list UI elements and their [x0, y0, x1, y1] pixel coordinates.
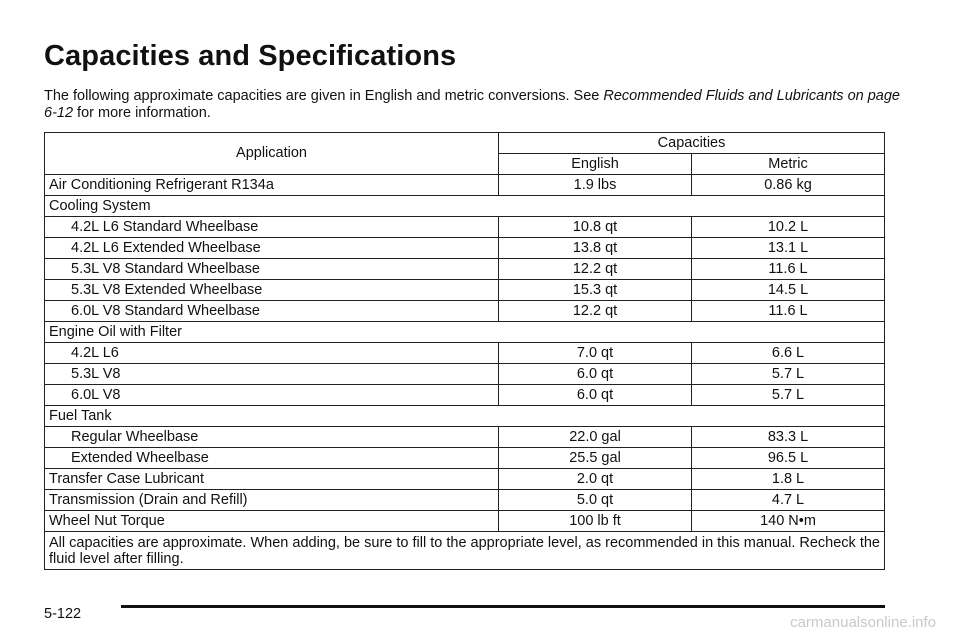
application-cell: 4.2L L6 Standard Wheelbase — [44, 216, 499, 238]
header-english: English — [498, 153, 692, 175]
application-cell: 6.0L V8 Standard Wheelbase — [44, 300, 499, 322]
application-cell: 6.0L V8 — [44, 384, 499, 406]
metric-cell: 11.6 L — [690, 300, 886, 322]
table-row: 6.0L V8 Standard Wheelbase 12.2 qt 11.6 L — [44, 300, 886, 322]
table-note: All capacities are approximate. When add… — [43, 531, 886, 570]
metric-cell: 83.3 L — [690, 426, 886, 448]
application-cell: Wheel Nut Torque — [44, 510, 499, 532]
metric-cell: 6.6 L — [690, 342, 886, 364]
table-row: 4.2L L6 Extended Wheelbase 13.8 qt 13.1 L — [44, 237, 886, 259]
application-cell: Transfer Case Lubricant — [44, 468, 499, 490]
metric-cell: 96.5 L — [690, 447, 886, 469]
metric-cell: 11.6 L — [690, 258, 886, 280]
english-cell: 25.5 gal — [498, 447, 692, 469]
english-cell: 22.0 gal — [498, 426, 692, 448]
application-cell: 5.3L V8 Extended Wheelbase — [44, 279, 499, 301]
table-row: Regular Wheelbase 22.0 gal 83.3 L — [44, 426, 886, 448]
table-row: 5.3L V8 Extended Wheelbase 15.3 qt 14.5 L — [44, 279, 886, 301]
english-cell: 2.0 qt — [498, 468, 692, 490]
header-application: Application — [44, 132, 499, 175]
metric-cell: 4.7 L — [690, 489, 886, 511]
metric-cell: 140 N•m — [690, 510, 886, 532]
english-cell: 1.9 lbs — [498, 174, 692, 196]
intro-paragraph: The following approximate capacities are… — [44, 88, 904, 122]
application-cell: 4.2L L6 Extended Wheelbase — [44, 237, 499, 259]
metric-cell: 0.86 kg — [690, 174, 886, 196]
english-cell: 6.0 qt — [498, 363, 692, 385]
english-cell: 10.8 qt — [498, 216, 692, 238]
english-cell: 7.0 qt — [498, 342, 692, 364]
capacities-table: Application Capacities English Metric Ai… — [43, 132, 886, 570]
footer-rule — [121, 605, 885, 608]
metric-cell: 10.2 L — [690, 216, 886, 238]
table-group-row: Engine Oil with Filter — [43, 321, 886, 343]
group-label: Fuel Tank — [43, 405, 886, 427]
intro-text: The following approximate capacities are… — [44, 88, 604, 104]
table-row: 6.0L V8 6.0 qt 5.7 L — [44, 384, 886, 406]
table-row: 4.2L L6 Standard Wheelbase 10.8 qt 10.2 L — [44, 216, 886, 238]
table-row: 4.2L L6 7.0 qt 6.6 L — [44, 342, 886, 364]
table-row: Extended Wheelbase 25.5 gal 96.5 L — [44, 447, 886, 469]
watermark-text: carmanualsonline.info — [790, 614, 936, 631]
metric-cell: 13.1 L — [690, 237, 886, 259]
intro-text-end: for more information. — [73, 105, 211, 121]
english-cell: 12.2 qt — [498, 258, 692, 280]
metric-cell: 14.5 L — [690, 279, 886, 301]
application-cell: Extended Wheelbase — [44, 447, 499, 469]
english-cell: 12.2 qt — [498, 300, 692, 322]
english-cell: 13.8 qt — [498, 237, 692, 259]
english-cell: 100 lb ft — [498, 510, 692, 532]
table-row: Wheel Nut Torque 100 lb ft 140 N•m — [44, 510, 886, 532]
metric-cell: 5.7 L — [690, 384, 886, 406]
table-row: 5.3L V8 6.0 qt 5.7 L — [44, 363, 886, 385]
application-cell: Transmission (Drain and Refill) — [44, 489, 499, 511]
group-label: Engine Oil with Filter — [43, 321, 886, 343]
metric-cell: 1.8 L — [690, 468, 886, 490]
english-cell: 5.0 qt — [498, 489, 692, 511]
english-cell: 6.0 qt — [498, 384, 692, 406]
table-row: Air Conditioning Refrigerant R134a 1.9 lb… — [44, 174, 886, 196]
english-cell: 15.3 qt — [498, 279, 692, 301]
table-row: Transmission (Drain and Refill) 5.0 qt 4.7… — [44, 489, 886, 511]
page-number: 5-122 — [44, 606, 82, 622]
header-metric: Metric — [690, 153, 886, 175]
application-cell: Air Conditioning Refrigerant R134a — [44, 174, 499, 196]
application-cell: 5.3L V8 Standard Wheelbase — [44, 258, 499, 280]
metric-cell: 5.7 L — [690, 363, 886, 385]
group-label: Cooling System — [43, 195, 886, 217]
application-cell: 5.3L V8 — [44, 363, 499, 385]
table-row: 5.3L V8 Standard Wheelbase 12.2 qt 11.6 L — [44, 258, 886, 280]
table-group-row: Fuel Tank — [43, 405, 886, 427]
application-cell: 4.2L L6 — [44, 342, 499, 364]
cross-reference-link[interactable]: Recommended Fluids and Lubricants on pag… — [44, 88, 900, 121]
table-group-row: Cooling System — [43, 195, 886, 217]
header-capacities: Capacities — [497, 132, 886, 154]
application-cell: Regular Wheelbase — [44, 426, 499, 448]
table-note-row: All capacities are approximate. When add… — [43, 531, 886, 570]
table-body: Air Conditioning Refrigerant R134a 1.9 lb… — [43, 174, 886, 570]
table-row: Transfer Case Lubricant 2.0 qt 1.8 L — [44, 468, 886, 490]
page-title: Capacities and Specifications — [44, 40, 457, 72]
